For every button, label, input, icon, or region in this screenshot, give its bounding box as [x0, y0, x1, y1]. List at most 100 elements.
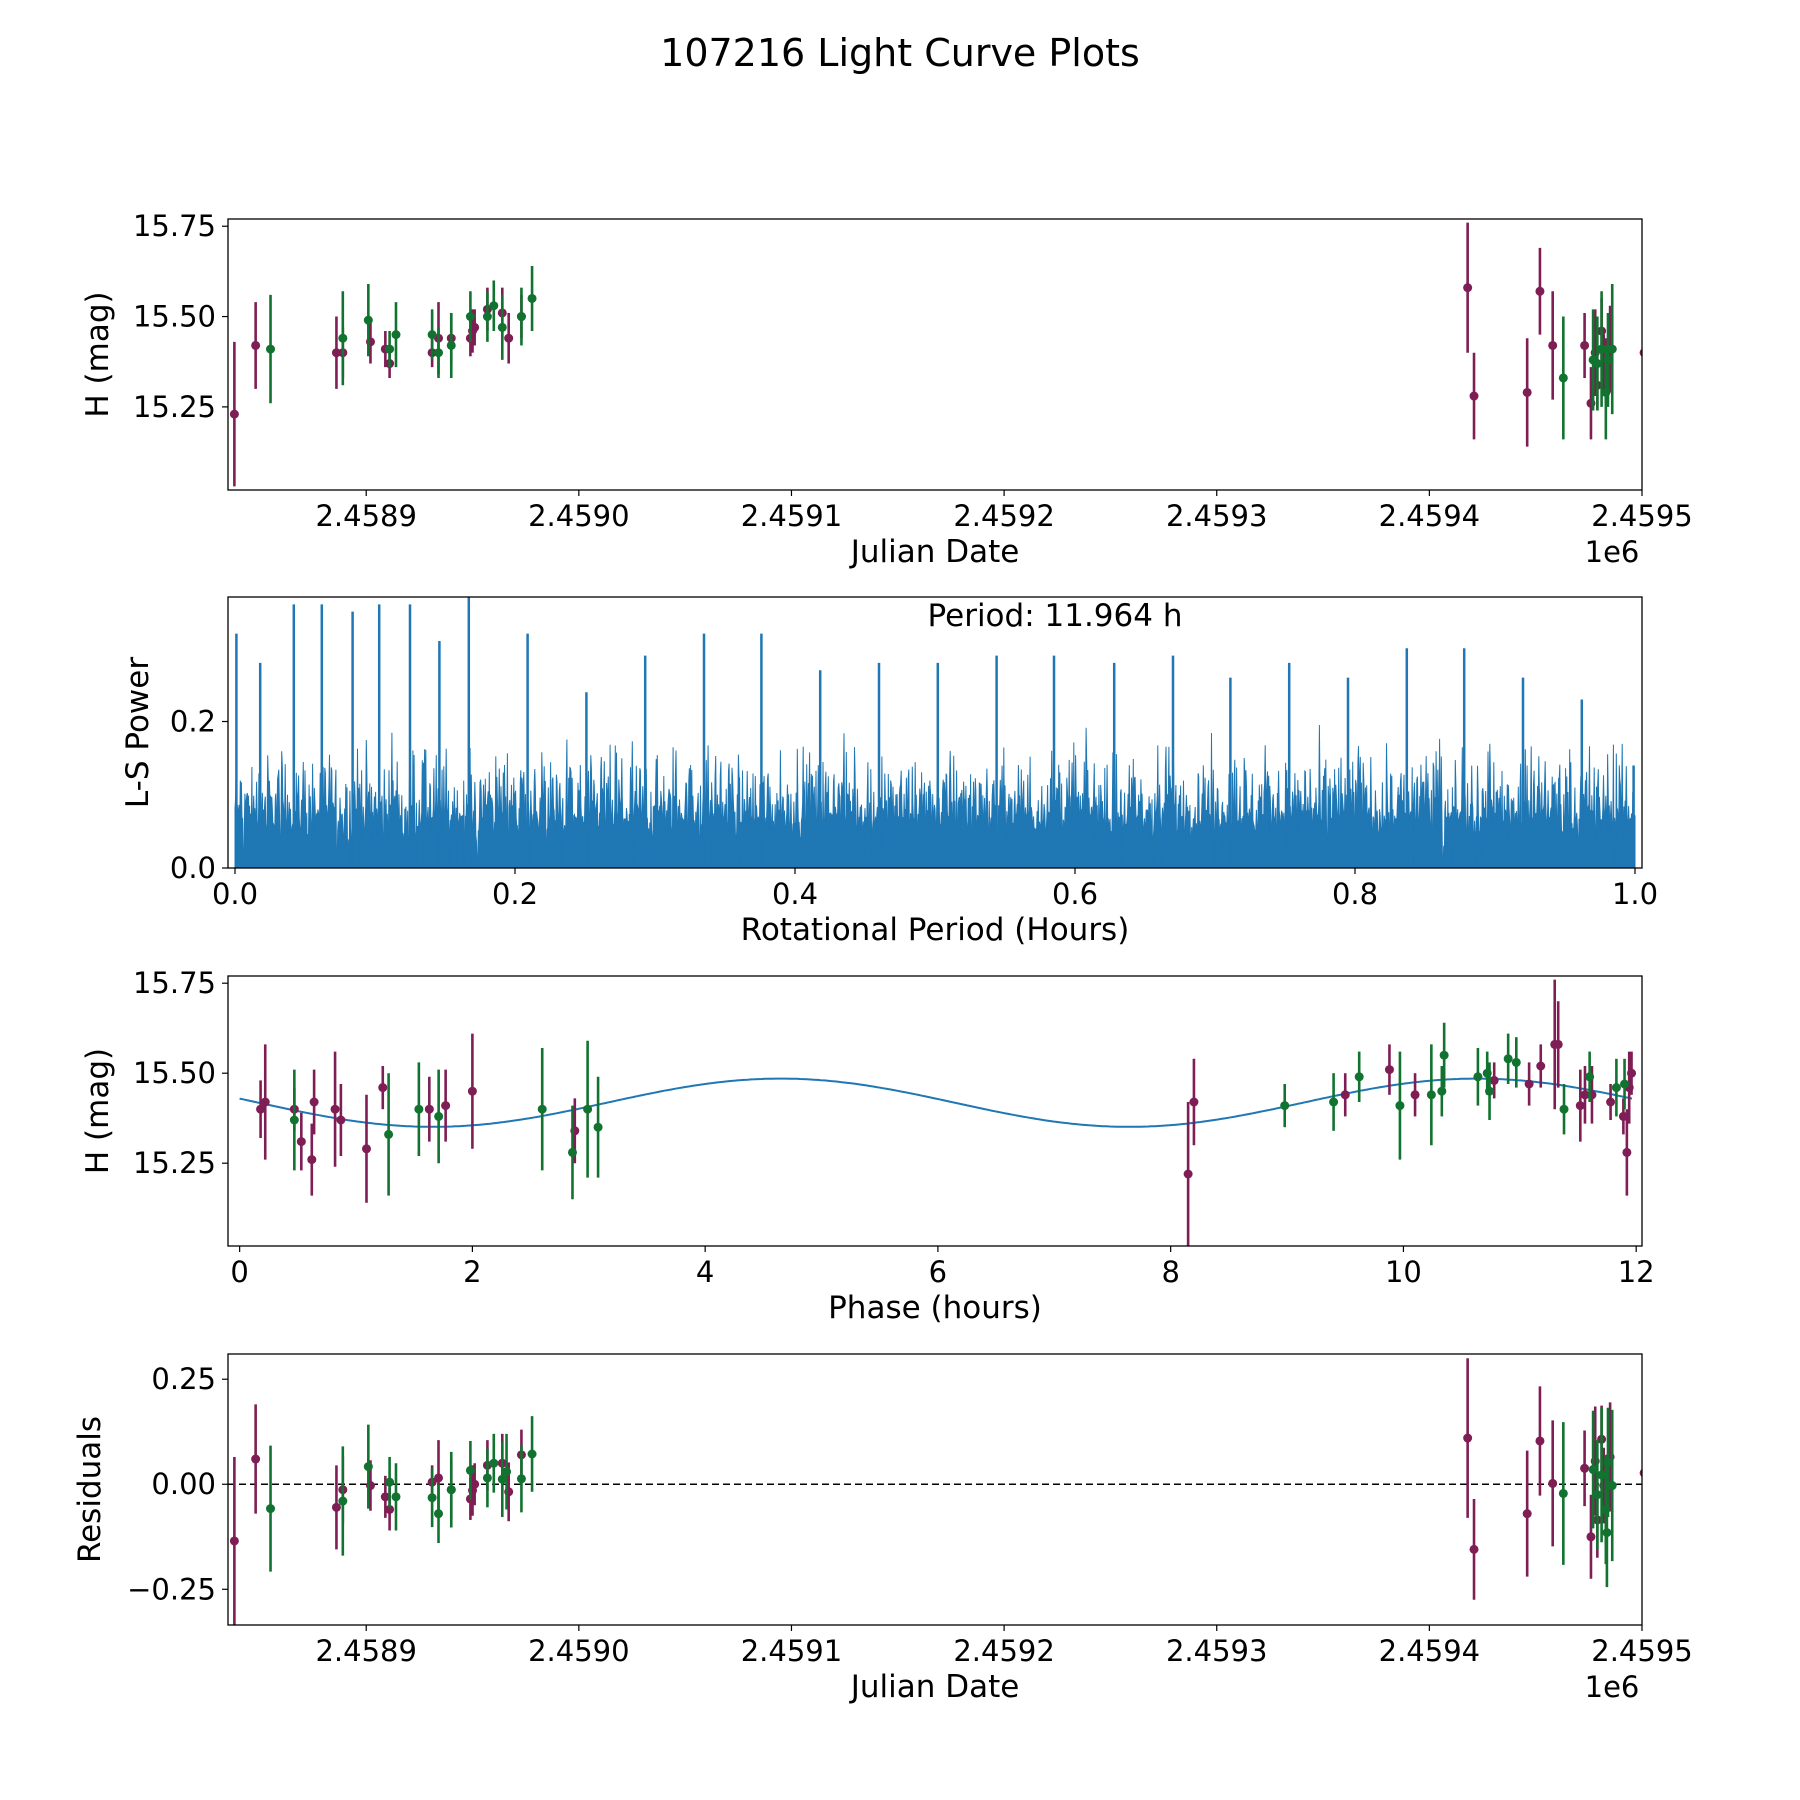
- marker: [424, 1104, 434, 1114]
- marker: [1607, 344, 1617, 354]
- data-point: [1463, 222, 1473, 353]
- marker: [363, 315, 373, 325]
- marker: [330, 1104, 340, 1114]
- data-point: [1395, 1051, 1405, 1160]
- marker: [391, 330, 401, 340]
- data-point: [567, 1105, 577, 1200]
- data-point: [482, 291, 492, 342]
- marker: [434, 348, 444, 358]
- marker: [251, 340, 261, 350]
- marker: [465, 1465, 475, 1475]
- x-tick-label: 4: [696, 1255, 714, 1289]
- period-annotation: Period: 11.964 h: [928, 598, 1183, 634]
- marker: [434, 1473, 444, 1483]
- x-offset-label: 1e6: [1585, 1670, 1640, 1704]
- marker: [266, 1504, 276, 1514]
- marker: [489, 301, 499, 311]
- marker: [504, 333, 514, 343]
- marker: [1437, 1086, 1447, 1096]
- marker: [309, 1097, 319, 1107]
- data-point: [1329, 1073, 1339, 1131]
- data-point: [1586, 1494, 1596, 1579]
- data-point: [1426, 1044, 1436, 1146]
- x-tick-label: 2.4595: [1591, 499, 1692, 533]
- data-point: [1503, 1033, 1513, 1084]
- marker: [482, 1473, 492, 1483]
- axes-frame: [227, 596, 1643, 869]
- axes-frame: [227, 218, 1643, 491]
- data-point: [504, 312, 514, 364]
- marker: [229, 1536, 239, 1546]
- data-point: [331, 1465, 341, 1550]
- data-point: [251, 1404, 261, 1514]
- data-point: [309, 1069, 319, 1135]
- data-point: [1606, 1084, 1616, 1120]
- marker: [1463, 283, 1473, 293]
- marker: [446, 1485, 456, 1495]
- data-point: [1183, 1102, 1193, 1246]
- y-tick-label: 0.00: [151, 1467, 216, 1501]
- marker: [1535, 286, 1545, 296]
- marker: [1559, 1104, 1569, 1114]
- data-point: [446, 312, 456, 378]
- data-point: [1463, 1358, 1473, 1518]
- marker: [1558, 1488, 1568, 1498]
- marker: [384, 1129, 394, 1139]
- data-point: [1607, 1409, 1617, 1562]
- x-axis-label: Julian Date: [849, 534, 1020, 570]
- marker: [1522, 1509, 1532, 1519]
- data-point: [1522, 338, 1532, 447]
- marker: [593, 1122, 603, 1132]
- data-point: [427, 309, 437, 360]
- marker: [1522, 387, 1532, 397]
- marker: [1607, 1481, 1617, 1491]
- data-point: [467, 1033, 477, 1149]
- data-point: [537, 1048, 547, 1171]
- data-point: [338, 1446, 348, 1556]
- marker: [296, 1137, 306, 1147]
- marker: [1426, 1090, 1436, 1100]
- data-point: [489, 1433, 499, 1493]
- marker: [251, 1454, 261, 1464]
- marker: [527, 293, 537, 303]
- marker: [1473, 1072, 1483, 1082]
- marker: [467, 1086, 477, 1096]
- y-tick-label: 15.25: [133, 390, 216, 424]
- data-point: [338, 291, 348, 386]
- lightcurve-panel: 2.4589 2.4590 2.4591 2.4592 2.4593 2.4594 2.45…: [80, 209, 1693, 570]
- marker: [266, 344, 276, 354]
- x-tick-label: 0.4: [772, 877, 818, 911]
- x-axis-label: Julian Date: [849, 1669, 1020, 1705]
- marker: [1602, 1528, 1612, 1538]
- marker: [256, 1104, 266, 1114]
- marker: [1340, 1090, 1350, 1100]
- data-point: [1189, 1058, 1199, 1146]
- data-point: [1603, 312, 1613, 407]
- marker: [527, 1449, 537, 1459]
- plot-area: [228, 1358, 1642, 1625]
- y-tick-label: 0.2: [170, 705, 216, 739]
- data-point: [1384, 1044, 1394, 1095]
- marker: [361, 1144, 371, 1154]
- marker: [446, 340, 456, 350]
- data-point: [251, 302, 261, 389]
- marker: [414, 1104, 424, 1114]
- data-point: [289, 1069, 299, 1171]
- data-point: [1511, 1037, 1521, 1088]
- marker: [489, 1458, 499, 1468]
- x-tick-label: 2.4589: [315, 499, 416, 533]
- x-tick-label: 0.8: [1332, 877, 1378, 911]
- data-point: [384, 1073, 394, 1196]
- x-tick-label: 0.2: [492, 877, 538, 911]
- x-tick-label: 2.4594: [1379, 1634, 1480, 1668]
- figure-title: 107216 Light Curve Plots: [660, 31, 1140, 75]
- marker: [1384, 1065, 1394, 1075]
- data-point: [1489, 1062, 1499, 1099]
- data-point: [361, 1094, 371, 1203]
- data-point: [446, 1451, 456, 1528]
- marker: [1592, 359, 1602, 369]
- y-tick-label: 15.75: [133, 209, 216, 243]
- data-point: [378, 1066, 388, 1110]
- marker: [441, 1101, 451, 1111]
